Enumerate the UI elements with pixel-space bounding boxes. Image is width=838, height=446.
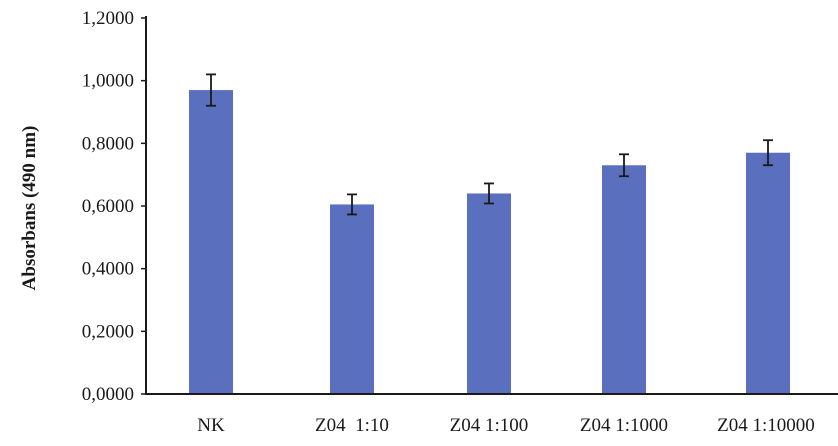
y-tick-label: 1,2000 bbox=[82, 8, 134, 29]
x-category-label: Z04 1:10 bbox=[315, 415, 389, 436]
bar bbox=[602, 165, 646, 394]
x-category-label: Z04 1:100 bbox=[450, 415, 529, 436]
bar bbox=[330, 204, 374, 394]
y-tick-label: 0,0000 bbox=[82, 384, 134, 405]
bar bbox=[746, 153, 790, 394]
y-axis-ticks: 0,0000 0,2000 0,4000 0,6000 0,8000 1,0000 1,20… bbox=[82, 8, 146, 405]
y-tick-label: 1,0000 bbox=[82, 71, 134, 92]
error-bars-group bbox=[206, 74, 773, 214]
bars-group bbox=[189, 90, 790, 394]
x-category-label: Z04 1:1000 bbox=[580, 415, 668, 436]
x-axis-labels: NK Z04 1:10 Z04 1:100 Z04 1:1000 Z04 1:10000 bbox=[197, 415, 815, 436]
x-category-label: NK bbox=[197, 415, 225, 436]
x-category-label: Z04 1:10000 bbox=[717, 415, 815, 436]
y-tick-label: 0,4000 bbox=[82, 259, 134, 280]
y-tick-label: 0,8000 bbox=[82, 133, 134, 154]
y-axis-title: Absorbans (490 nm) bbox=[19, 126, 40, 291]
y-tick-label: 0,6000 bbox=[82, 196, 134, 217]
y-tick-label: 0,2000 bbox=[82, 321, 134, 342]
bar bbox=[189, 90, 233, 394]
bar bbox=[467, 193, 511, 394]
